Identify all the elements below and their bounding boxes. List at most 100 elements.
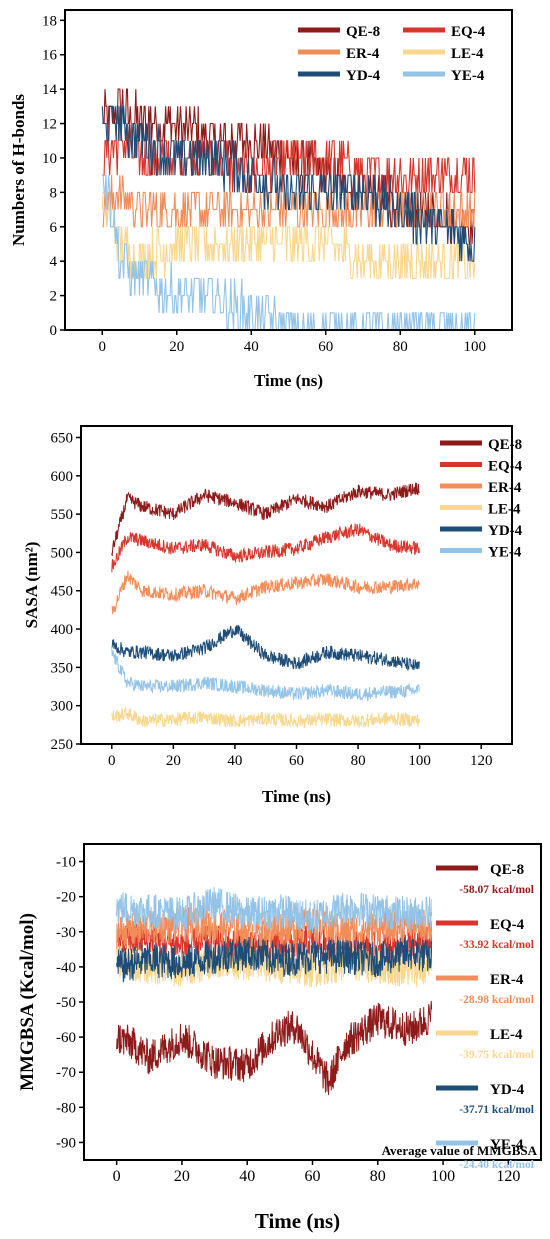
x-tick-label: 0 — [99, 339, 107, 355]
y-axis-label: Numbers of H-bonds — [9, 94, 28, 246]
series-group — [101, 88, 476, 330]
series-group — [111, 482, 420, 729]
y-tick-label: 12 — [42, 117, 57, 133]
y-tick-label: 8 — [50, 185, 58, 201]
legend-label: YD-4 — [488, 523, 523, 539]
legend-background — [432, 852, 538, 1158]
legend-label: YE-4 — [490, 1137, 524, 1153]
series-line-YD-4 — [101, 105, 476, 262]
legend-label: QE-8 — [488, 437, 522, 453]
series-line-QE-8 — [116, 997, 444, 1096]
x-axis-label: Time (ns) — [254, 371, 323, 390]
y-tick-label: -70 — [56, 1065, 76, 1081]
series-line-YE-4 — [102, 174, 476, 330]
legend-label: YE-4 — [451, 68, 485, 84]
series-line-YE-4 — [111, 647, 420, 702]
legend-label: ER-4 — [346, 46, 380, 62]
legend-label: LE-4 — [490, 1027, 523, 1043]
legend-average: -58.07 kcal/mol — [459, 884, 534, 896]
x-tick-label: 80 — [393, 339, 408, 355]
x-tick-label: 100 — [431, 1168, 455, 1185]
chart-2 — [76, 425, 513, 749]
x-tick-label: 120 — [496, 1168, 520, 1185]
plot-frame — [64, 9, 513, 331]
series-line-YE-4 — [116, 887, 444, 934]
y-tick-label: 14 — [42, 82, 58, 98]
x-axis-label: Time (ns) — [255, 1209, 340, 1233]
x-tick-label: 0 — [108, 753, 116, 769]
y-tick-label: 600 — [51, 469, 74, 485]
legend-label: QE-8 — [490, 862, 524, 878]
y-tick-label: 350 — [51, 660, 74, 676]
legend-label: QE-8 — [346, 24, 380, 40]
series-line-LE-4 — [101, 175, 476, 279]
y-tick-label: 16 — [42, 48, 58, 64]
y-axis-label: SASA (nm²) — [22, 542, 41, 629]
y-tick-label: -90 — [56, 1135, 76, 1151]
x-tick-label: 60 — [305, 1168, 321, 1185]
y-tick-label: 500 — [51, 545, 74, 561]
x-tick-label: 120 — [470, 753, 493, 769]
x-tick-label: 100 — [408, 753, 431, 769]
legend-average: -24.40 kcal/mol — [459, 1159, 534, 1171]
y-tick-label: 300 — [51, 699, 74, 715]
x-tick-label: 20 — [166, 753, 181, 769]
legend-label: LE-4 — [488, 502, 521, 518]
chart-3 — [79, 843, 542, 1165]
x-tick-label: 40 — [227, 753, 242, 769]
y-tick-label: -40 — [56, 960, 76, 976]
x-tick-label: 60 — [289, 753, 304, 769]
series-line-LE-4 — [111, 705, 420, 729]
x-tick-label: 20 — [174, 1168, 190, 1185]
legend-label: ER-4 — [490, 972, 524, 988]
y-tick-label: 6 — [50, 220, 58, 236]
series-line-YD-4 — [116, 936, 444, 983]
legend-label: YE-4 — [488, 545, 522, 561]
y-tick-label: 10 — [42, 151, 57, 167]
y-tick-label: 4 — [50, 254, 58, 270]
legend-average: -33.92 kcal/mol — [459, 939, 534, 951]
y-tick-label: -60 — [56, 1030, 76, 1046]
x-tick-label: 80 — [351, 753, 366, 769]
legend-label: EQ-4 — [490, 917, 525, 933]
legend-label: EQ-4 — [451, 24, 486, 40]
y-tick-label: -20 — [56, 890, 76, 906]
series-line-QE-8 — [111, 482, 420, 557]
y-tick-label: -80 — [56, 1100, 76, 1116]
y-tick-label: 18 — [42, 13, 57, 29]
x-tick-label: 40 — [239, 1168, 255, 1185]
series-line-EQ-4 — [111, 523, 420, 573]
x-tick-label: 80 — [370, 1168, 386, 1185]
x-tick-label: 60 — [318, 339, 333, 355]
x-tick-label: 0 — [113, 1168, 121, 1185]
y-axis-label: MMGBSA (Kcal/mol) — [17, 913, 38, 1091]
legend-average: -39.75 kcal/mol — [459, 1049, 534, 1061]
chart-annotation: Average value of MMGBSA — [382, 1143, 538, 1158]
y-tick-label: 550 — [51, 507, 74, 523]
legend-label: YD-4 — [346, 68, 381, 84]
series-line-ER-4 — [111, 570, 420, 615]
y-tick-label: 0 — [50, 323, 58, 339]
chart-1 — [60, 9, 513, 335]
legend-average: -28.98 kcal/mol — [459, 994, 534, 1006]
x-axis-label: Time (ns) — [262, 787, 331, 806]
y-tick-label: -30 — [56, 925, 76, 941]
series-group — [116, 887, 444, 1096]
legend-label: ER-4 — [488, 480, 522, 496]
y-tick-label: 650 — [51, 430, 74, 446]
legend-label: YD-4 — [490, 1082, 525, 1098]
x-tick-label: 40 — [244, 339, 259, 355]
legend-label: LE-4 — [451, 46, 484, 62]
y-tick-label: 400 — [51, 622, 74, 638]
series-line-YD-4 — [111, 624, 420, 671]
y-tick-label: -10 — [56, 855, 76, 871]
legend-average: -37.71 kcal/mol — [459, 1104, 534, 1116]
x-tick-label: 100 — [464, 339, 487, 355]
y-tick-label: 250 — [51, 737, 74, 753]
y-tick-label: 450 — [51, 584, 74, 600]
series-line-LE-4 — [116, 942, 444, 988]
x-tick-label: 20 — [169, 339, 184, 355]
legend-label: EQ-4 — [488, 459, 523, 475]
y-tick-label: -50 — [56, 995, 76, 1011]
